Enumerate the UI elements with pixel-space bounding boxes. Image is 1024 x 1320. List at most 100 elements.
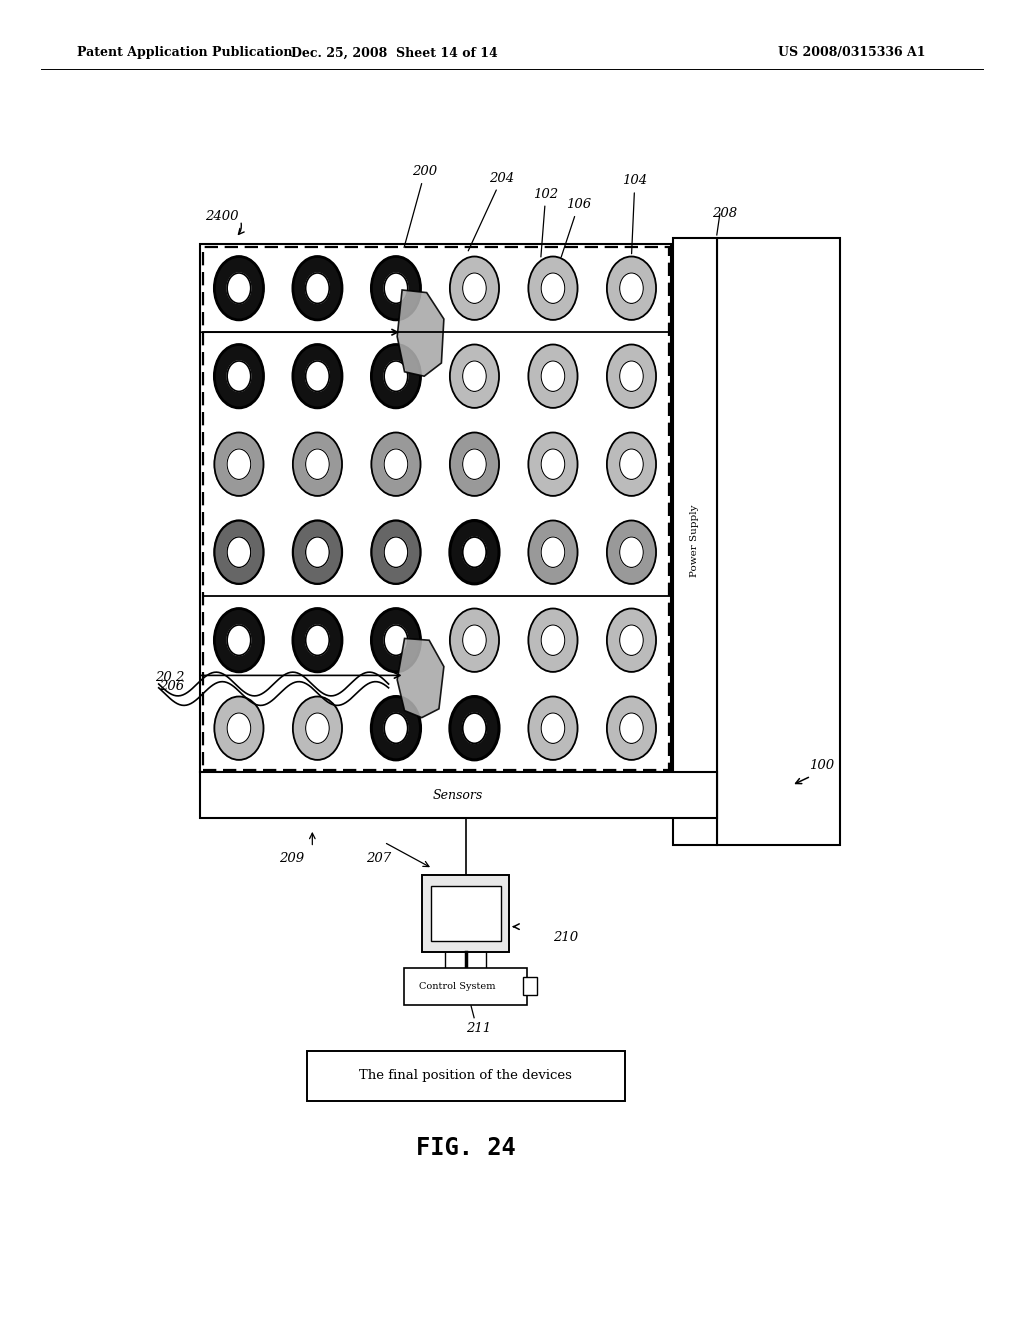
Circle shape bbox=[528, 256, 578, 319]
Circle shape bbox=[214, 256, 263, 319]
Text: The final position of the devices: The final position of the devices bbox=[359, 1069, 572, 1082]
Circle shape bbox=[607, 345, 656, 408]
Text: Control System: Control System bbox=[420, 982, 496, 990]
Text: US 2008/0315336 A1: US 2008/0315336 A1 bbox=[778, 46, 926, 59]
Circle shape bbox=[607, 256, 656, 319]
Circle shape bbox=[528, 520, 578, 583]
Circle shape bbox=[450, 697, 499, 760]
Circle shape bbox=[293, 433, 342, 496]
Circle shape bbox=[620, 713, 643, 743]
Text: 206: 206 bbox=[159, 680, 184, 693]
Bar bbox=[200, 772, 717, 818]
Circle shape bbox=[227, 713, 251, 743]
Circle shape bbox=[293, 697, 342, 760]
Text: 204: 204 bbox=[468, 172, 514, 251]
Circle shape bbox=[620, 273, 643, 304]
Circle shape bbox=[227, 537, 251, 568]
Text: 100: 100 bbox=[809, 759, 835, 772]
Circle shape bbox=[528, 433, 578, 496]
Text: 200: 200 bbox=[404, 165, 437, 248]
Circle shape bbox=[463, 537, 486, 568]
Circle shape bbox=[450, 609, 499, 672]
Circle shape bbox=[384, 537, 408, 568]
Circle shape bbox=[227, 273, 251, 304]
Circle shape bbox=[607, 433, 656, 496]
Circle shape bbox=[620, 360, 643, 392]
Text: FIG. 24: FIG. 24 bbox=[416, 1137, 516, 1160]
Circle shape bbox=[384, 360, 408, 392]
Circle shape bbox=[214, 433, 263, 496]
Circle shape bbox=[541, 624, 565, 656]
Circle shape bbox=[607, 609, 656, 672]
Circle shape bbox=[293, 345, 342, 408]
Circle shape bbox=[607, 697, 656, 760]
Text: 102: 102 bbox=[534, 187, 558, 257]
Text: Sensors: Sensors bbox=[433, 789, 483, 801]
Bar bbox=[307, 1051, 625, 1101]
Bar bbox=[423, 875, 510, 952]
Text: Dec. 25, 2008  Sheet 14 of 14: Dec. 25, 2008 Sheet 14 of 14 bbox=[291, 46, 498, 59]
Circle shape bbox=[620, 537, 643, 568]
Circle shape bbox=[384, 449, 408, 479]
Circle shape bbox=[541, 713, 565, 743]
Text: 2400: 2400 bbox=[205, 210, 239, 223]
Text: Patent Application Publication: Patent Application Publication bbox=[77, 46, 292, 59]
Circle shape bbox=[227, 360, 251, 392]
Text: 209: 209 bbox=[280, 851, 304, 865]
Circle shape bbox=[214, 609, 263, 672]
Text: 106: 106 bbox=[561, 198, 591, 257]
Circle shape bbox=[214, 520, 263, 583]
Circle shape bbox=[372, 345, 421, 408]
Circle shape bbox=[528, 609, 578, 672]
Circle shape bbox=[463, 360, 486, 392]
Circle shape bbox=[293, 256, 342, 319]
Bar bbox=[523, 977, 538, 995]
Circle shape bbox=[305, 273, 330, 304]
Polygon shape bbox=[397, 290, 443, 376]
Circle shape bbox=[305, 624, 330, 656]
Circle shape bbox=[384, 273, 408, 304]
Bar bbox=[717, 238, 840, 845]
Circle shape bbox=[372, 433, 421, 496]
Circle shape bbox=[293, 520, 342, 583]
Circle shape bbox=[450, 256, 499, 319]
Text: 210: 210 bbox=[553, 931, 579, 944]
Circle shape bbox=[305, 449, 330, 479]
Circle shape bbox=[463, 449, 486, 479]
Bar bbox=[203, 247, 669, 770]
Circle shape bbox=[541, 449, 565, 479]
Circle shape bbox=[541, 360, 565, 392]
Circle shape bbox=[620, 624, 643, 656]
Text: 207: 207 bbox=[367, 851, 391, 865]
Circle shape bbox=[541, 273, 565, 304]
Circle shape bbox=[463, 713, 486, 743]
Circle shape bbox=[305, 360, 330, 392]
Circle shape bbox=[305, 713, 330, 743]
Circle shape bbox=[227, 624, 251, 656]
Circle shape bbox=[450, 520, 499, 583]
Text: 20 2: 20 2 bbox=[155, 671, 184, 684]
Circle shape bbox=[463, 273, 486, 304]
Circle shape bbox=[227, 449, 251, 479]
Circle shape bbox=[214, 697, 263, 760]
Circle shape bbox=[450, 345, 499, 408]
Polygon shape bbox=[437, 981, 495, 997]
Text: Power Supply: Power Supply bbox=[690, 506, 699, 577]
Circle shape bbox=[214, 345, 263, 408]
Circle shape bbox=[305, 537, 330, 568]
Bar bbox=[431, 886, 502, 941]
Polygon shape bbox=[397, 639, 443, 718]
Circle shape bbox=[607, 520, 656, 583]
Circle shape bbox=[528, 345, 578, 408]
Circle shape bbox=[372, 609, 421, 672]
Circle shape bbox=[372, 697, 421, 760]
Circle shape bbox=[541, 537, 565, 568]
Circle shape bbox=[528, 697, 578, 760]
Text: 104: 104 bbox=[623, 174, 647, 253]
Circle shape bbox=[450, 433, 499, 496]
Circle shape bbox=[372, 520, 421, 583]
Bar bbox=[404, 968, 527, 1005]
Text: 208: 208 bbox=[712, 207, 737, 220]
Circle shape bbox=[293, 609, 342, 672]
Circle shape bbox=[620, 449, 643, 479]
